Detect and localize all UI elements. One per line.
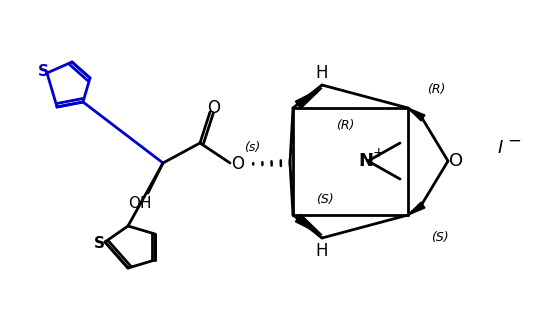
Text: (R): (R) <box>427 84 445 96</box>
Text: N: N <box>358 152 373 170</box>
Text: (S): (S) <box>431 230 449 243</box>
Text: +: + <box>372 146 384 160</box>
Text: H: H <box>316 242 328 260</box>
Text: O: O <box>208 99 220 117</box>
Text: H: H <box>316 64 328 82</box>
Text: S: S <box>94 236 104 252</box>
Text: I: I <box>497 139 503 157</box>
Text: S: S <box>37 63 49 78</box>
Text: (S): (S) <box>316 193 334 207</box>
Polygon shape <box>408 202 425 215</box>
Polygon shape <box>295 88 322 109</box>
Text: (R): (R) <box>336 118 354 132</box>
Text: (s): (s) <box>244 142 260 154</box>
Polygon shape <box>295 214 322 235</box>
Text: O: O <box>232 155 244 173</box>
Text: OH: OH <box>128 196 152 210</box>
Text: O: O <box>449 152 463 170</box>
Text: −: − <box>507 132 521 150</box>
Polygon shape <box>408 108 425 121</box>
